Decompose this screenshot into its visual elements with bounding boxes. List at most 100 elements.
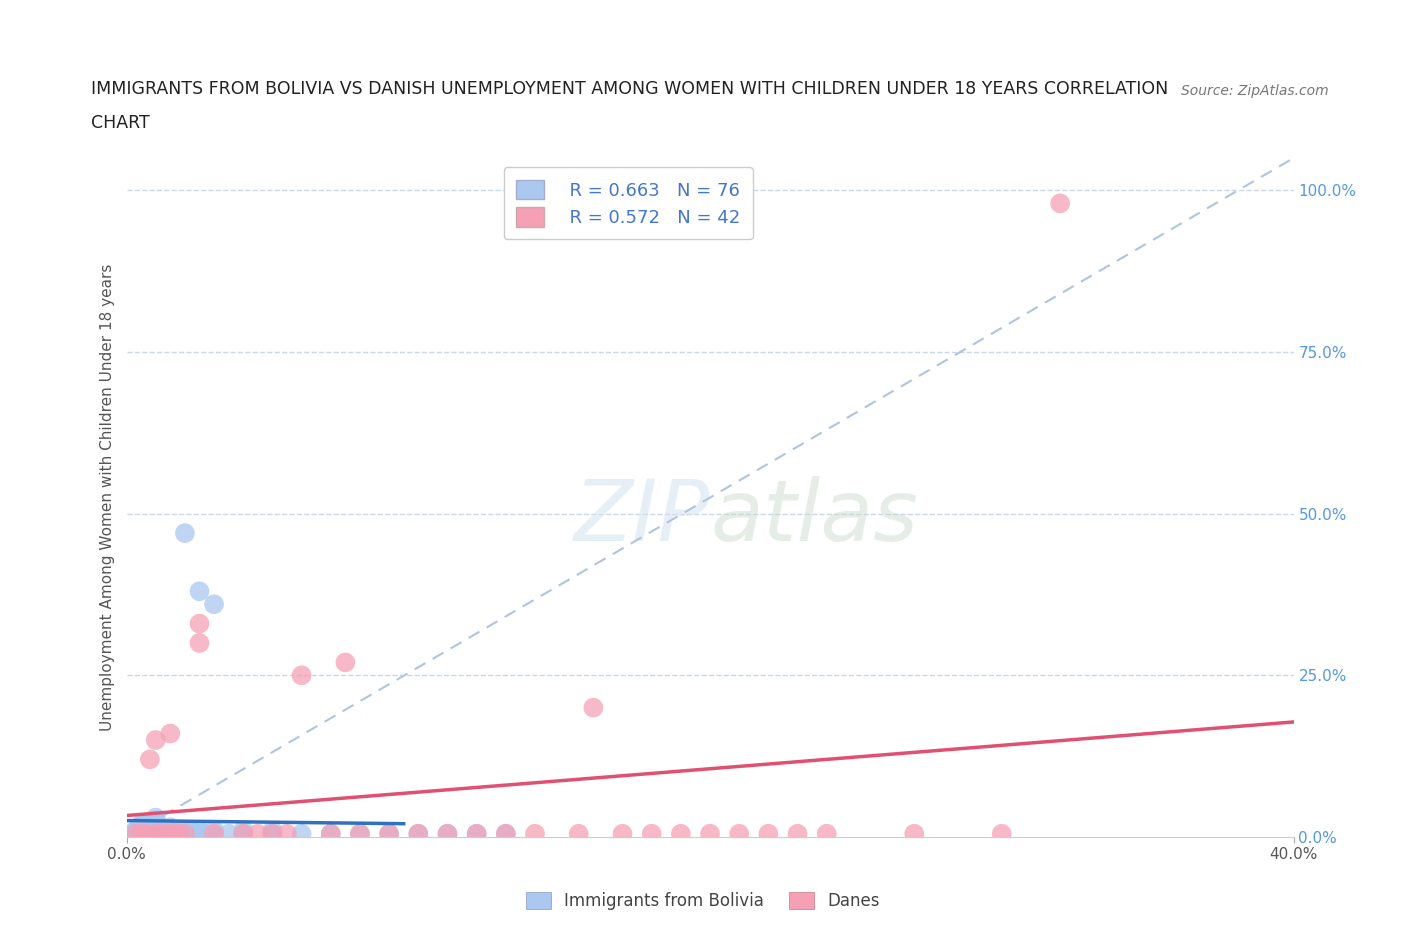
Point — [162, 827, 184, 842]
Point — [290, 668, 312, 683]
Point — [165, 827, 187, 842]
Point — [174, 827, 197, 842]
Point — [1049, 196, 1071, 211]
Point — [150, 827, 173, 842]
Point — [188, 827, 211, 842]
Point — [262, 827, 284, 842]
Point — [202, 827, 225, 842]
Point — [159, 823, 181, 838]
Point — [129, 827, 152, 842]
Point — [232, 827, 254, 842]
Point — [139, 827, 162, 842]
Point — [728, 827, 751, 842]
Point — [145, 817, 167, 831]
Point — [145, 827, 167, 842]
Point — [232, 827, 254, 842]
Point — [319, 827, 342, 842]
Point — [202, 597, 225, 612]
Point — [262, 827, 284, 842]
Point — [188, 635, 211, 650]
Point — [167, 827, 190, 842]
Point — [349, 827, 371, 842]
Point — [127, 827, 149, 842]
Text: ZIP: ZIP — [574, 476, 710, 560]
Point — [145, 733, 167, 748]
Point — [153, 823, 176, 838]
Point — [188, 617, 211, 631]
Point — [202, 827, 225, 842]
Point — [121, 827, 143, 842]
Point — [612, 827, 634, 842]
Point — [640, 827, 664, 842]
Point — [162, 827, 184, 842]
Point — [290, 827, 312, 842]
Point — [150, 827, 173, 842]
Point — [180, 823, 202, 838]
Point — [408, 827, 430, 842]
Point — [132, 823, 155, 838]
Point — [524, 827, 547, 842]
Point — [756, 827, 779, 842]
Point — [165, 823, 187, 838]
Point — [378, 827, 401, 842]
Point — [378, 827, 401, 842]
Point — [582, 700, 605, 715]
Point — [167, 823, 190, 838]
Point — [465, 827, 488, 842]
Point — [669, 827, 692, 842]
Point — [145, 814, 167, 829]
Point — [156, 827, 179, 842]
Point — [129, 820, 152, 835]
Point — [159, 827, 181, 842]
Point — [136, 823, 159, 838]
Point — [194, 827, 217, 842]
Point — [232, 823, 254, 838]
Point — [148, 827, 170, 842]
Point — [246, 827, 269, 842]
Point — [815, 827, 838, 842]
Point — [436, 827, 458, 842]
Point — [408, 827, 430, 842]
Point — [145, 827, 167, 842]
Point — [129, 817, 152, 831]
Point — [202, 823, 225, 838]
Point — [180, 827, 202, 842]
Point — [276, 827, 298, 842]
Point — [124, 823, 146, 838]
Point — [129, 823, 152, 838]
Point — [139, 752, 162, 767]
Point — [148, 823, 170, 838]
Point — [188, 584, 211, 599]
Point — [903, 827, 925, 842]
Point — [188, 823, 211, 838]
Point — [129, 827, 152, 842]
Point — [495, 827, 517, 842]
Point — [495, 827, 517, 842]
Point — [136, 817, 159, 831]
Point — [162, 823, 184, 838]
Point — [142, 827, 165, 842]
Point — [127, 823, 149, 838]
Point — [132, 820, 155, 835]
Point — [127, 820, 149, 835]
Y-axis label: Unemployment Among Women with Children Under 18 years: Unemployment Among Women with Children U… — [100, 264, 115, 731]
Point — [170, 823, 193, 838]
Point — [218, 827, 240, 842]
Point — [174, 827, 197, 842]
Text: IMMIGRANTS FROM BOLIVIA VS DANISH UNEMPLOYMENT AMONG WOMEN WITH CHILDREN UNDER 1: IMMIGRANTS FROM BOLIVIA VS DANISH UNEMPL… — [91, 80, 1168, 98]
Point — [319, 827, 342, 842]
Point — [159, 820, 181, 835]
Point — [124, 827, 146, 842]
Point — [142, 823, 165, 838]
Point — [568, 827, 591, 842]
Point — [145, 820, 167, 835]
Legend:   R = 0.663   N = 76,   R = 0.572   N = 42: R = 0.663 N = 76, R = 0.572 N = 42 — [503, 167, 752, 239]
Point — [150, 823, 173, 838]
Point — [159, 726, 181, 741]
Point — [139, 820, 162, 835]
Point — [177, 827, 200, 842]
Point — [349, 827, 371, 842]
Point — [167, 827, 190, 842]
Point — [170, 827, 193, 842]
Point — [136, 827, 159, 842]
